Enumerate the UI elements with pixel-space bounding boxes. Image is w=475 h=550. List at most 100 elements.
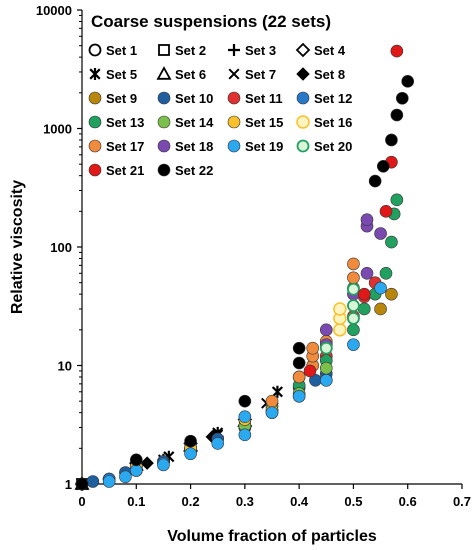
legend-label: Set 3	[245, 43, 276, 58]
legend-item: Set 1	[88, 43, 137, 58]
y-tick-label: 10	[58, 359, 72, 374]
x-tick-label: 0	[78, 494, 85, 509]
legend-label: Set 14	[175, 115, 214, 130]
legend-marker	[88, 139, 102, 153]
x-tick-label: 0.2	[182, 494, 200, 509]
data-point	[385, 287, 398, 301]
legend-item: Set 19	[227, 139, 283, 154]
legend-label: Set 2	[175, 43, 206, 58]
legend-marker	[157, 91, 171, 105]
data-point	[292, 341, 306, 355]
legend-label: Set 16	[314, 115, 352, 130]
data-point	[265, 406, 279, 419]
x-tick-label: 0.5	[344, 494, 362, 509]
data-point	[211, 437, 225, 450]
legend-label: Set 9	[106, 91, 137, 106]
chart-title: Coarse suspensions (22 sets)	[91, 12, 331, 31]
data-point	[265, 394, 279, 408]
data-point	[184, 447, 197, 461]
legend-marker	[227, 91, 241, 105]
legend-marker	[88, 115, 102, 129]
data-point	[385, 133, 398, 147]
legend-item: Set 20	[296, 139, 352, 154]
axes: 0 0.1 0.2 0.3 0.4 0.5 0.6 0.7 1 10 100 1000 10000 Vol…	[9, 3, 471, 545]
data-point	[271, 385, 284, 398]
legend-item: Set 4	[295, 42, 346, 58]
x-tick-label: 0.6	[399, 494, 417, 509]
data-point	[347, 323, 360, 337]
data-point	[303, 364, 317, 378]
x-tick-label: 0.7	[453, 494, 471, 509]
legend-label: Set 4	[314, 43, 346, 58]
legend-item: Set 13	[88, 115, 144, 130]
data-point	[379, 266, 393, 280]
data-point	[390, 193, 404, 207]
data-point	[374, 227, 387, 240]
legend-item: Set 9	[88, 91, 137, 106]
data-point	[360, 266, 374, 280]
data-point	[306, 341, 320, 355]
data-point	[319, 323, 333, 337]
x-tick-label: 0.3	[236, 494, 254, 509]
data-point	[376, 159, 390, 173]
legend-label: Set 21	[106, 163, 144, 178]
legend-label: Set 1	[106, 43, 137, 58]
series-set-16	[333, 302, 347, 337]
legend-label: Set 5	[106, 67, 137, 82]
data-point	[395, 91, 409, 105]
legend-marker	[227, 139, 241, 153]
legend-item: Set 3	[228, 43, 276, 58]
legend-marker	[156, 66, 172, 80]
data-point	[292, 389, 306, 403]
legend-label: Set 8	[314, 67, 345, 82]
data-point	[238, 428, 252, 442]
data-point	[184, 434, 197, 448]
legend-marker	[228, 44, 240, 56]
legend-marker	[296, 115, 310, 129]
data-point	[319, 374, 333, 387]
legend-label: Set 19	[245, 139, 283, 154]
y-tick-label: 1000	[43, 122, 72, 137]
series-set-19	[102, 281, 387, 488]
legend-marker	[157, 139, 171, 153]
legend-label: Set 22	[175, 163, 213, 178]
series-set-6	[74, 413, 253, 490]
data-point	[347, 257, 360, 271]
data-point	[102, 475, 116, 488]
x-tick-label: 0.4	[290, 494, 309, 509]
legend-box	[84, 8, 360, 184]
legend-item: Set 11	[227, 91, 283, 106]
data-point	[374, 302, 387, 316]
legend-item: Set 8	[296, 67, 345, 82]
data-point	[75, 477, 89, 491]
data-point	[86, 475, 100, 488]
y-axis-title: Relative viscosity	[9, 180, 26, 314]
legend-item: Set 22	[157, 163, 213, 178]
x-axis-title: Volume fraction of particles	[167, 528, 377, 545]
legend-item: Set 15	[227, 115, 283, 130]
data-point	[129, 453, 143, 467]
legend-label: Set 7	[245, 67, 276, 82]
legend-marker	[296, 91, 310, 105]
data-point	[347, 271, 360, 285]
legend-label: Set 20	[314, 139, 352, 154]
legend-item: Set 17	[88, 139, 144, 154]
legend-marker	[296, 139, 310, 153]
legend-item: Set 14	[157, 115, 214, 130]
legend-label: Set 12	[314, 91, 352, 106]
legend-marker	[158, 44, 170, 56]
y-tick-label: 10000	[36, 3, 72, 18]
legend-label: Set 11	[245, 91, 283, 106]
legend-marker	[88, 163, 102, 177]
legend-item: Set 12	[296, 91, 352, 106]
data-point	[347, 338, 360, 351]
data-point	[347, 282, 360, 296]
legend-marker	[157, 163, 171, 177]
data-point	[238, 394, 252, 408]
data-point	[390, 44, 404, 58]
legend-marker	[157, 115, 171, 129]
legend-marker	[296, 67, 310, 81]
data-point	[368, 174, 382, 188]
